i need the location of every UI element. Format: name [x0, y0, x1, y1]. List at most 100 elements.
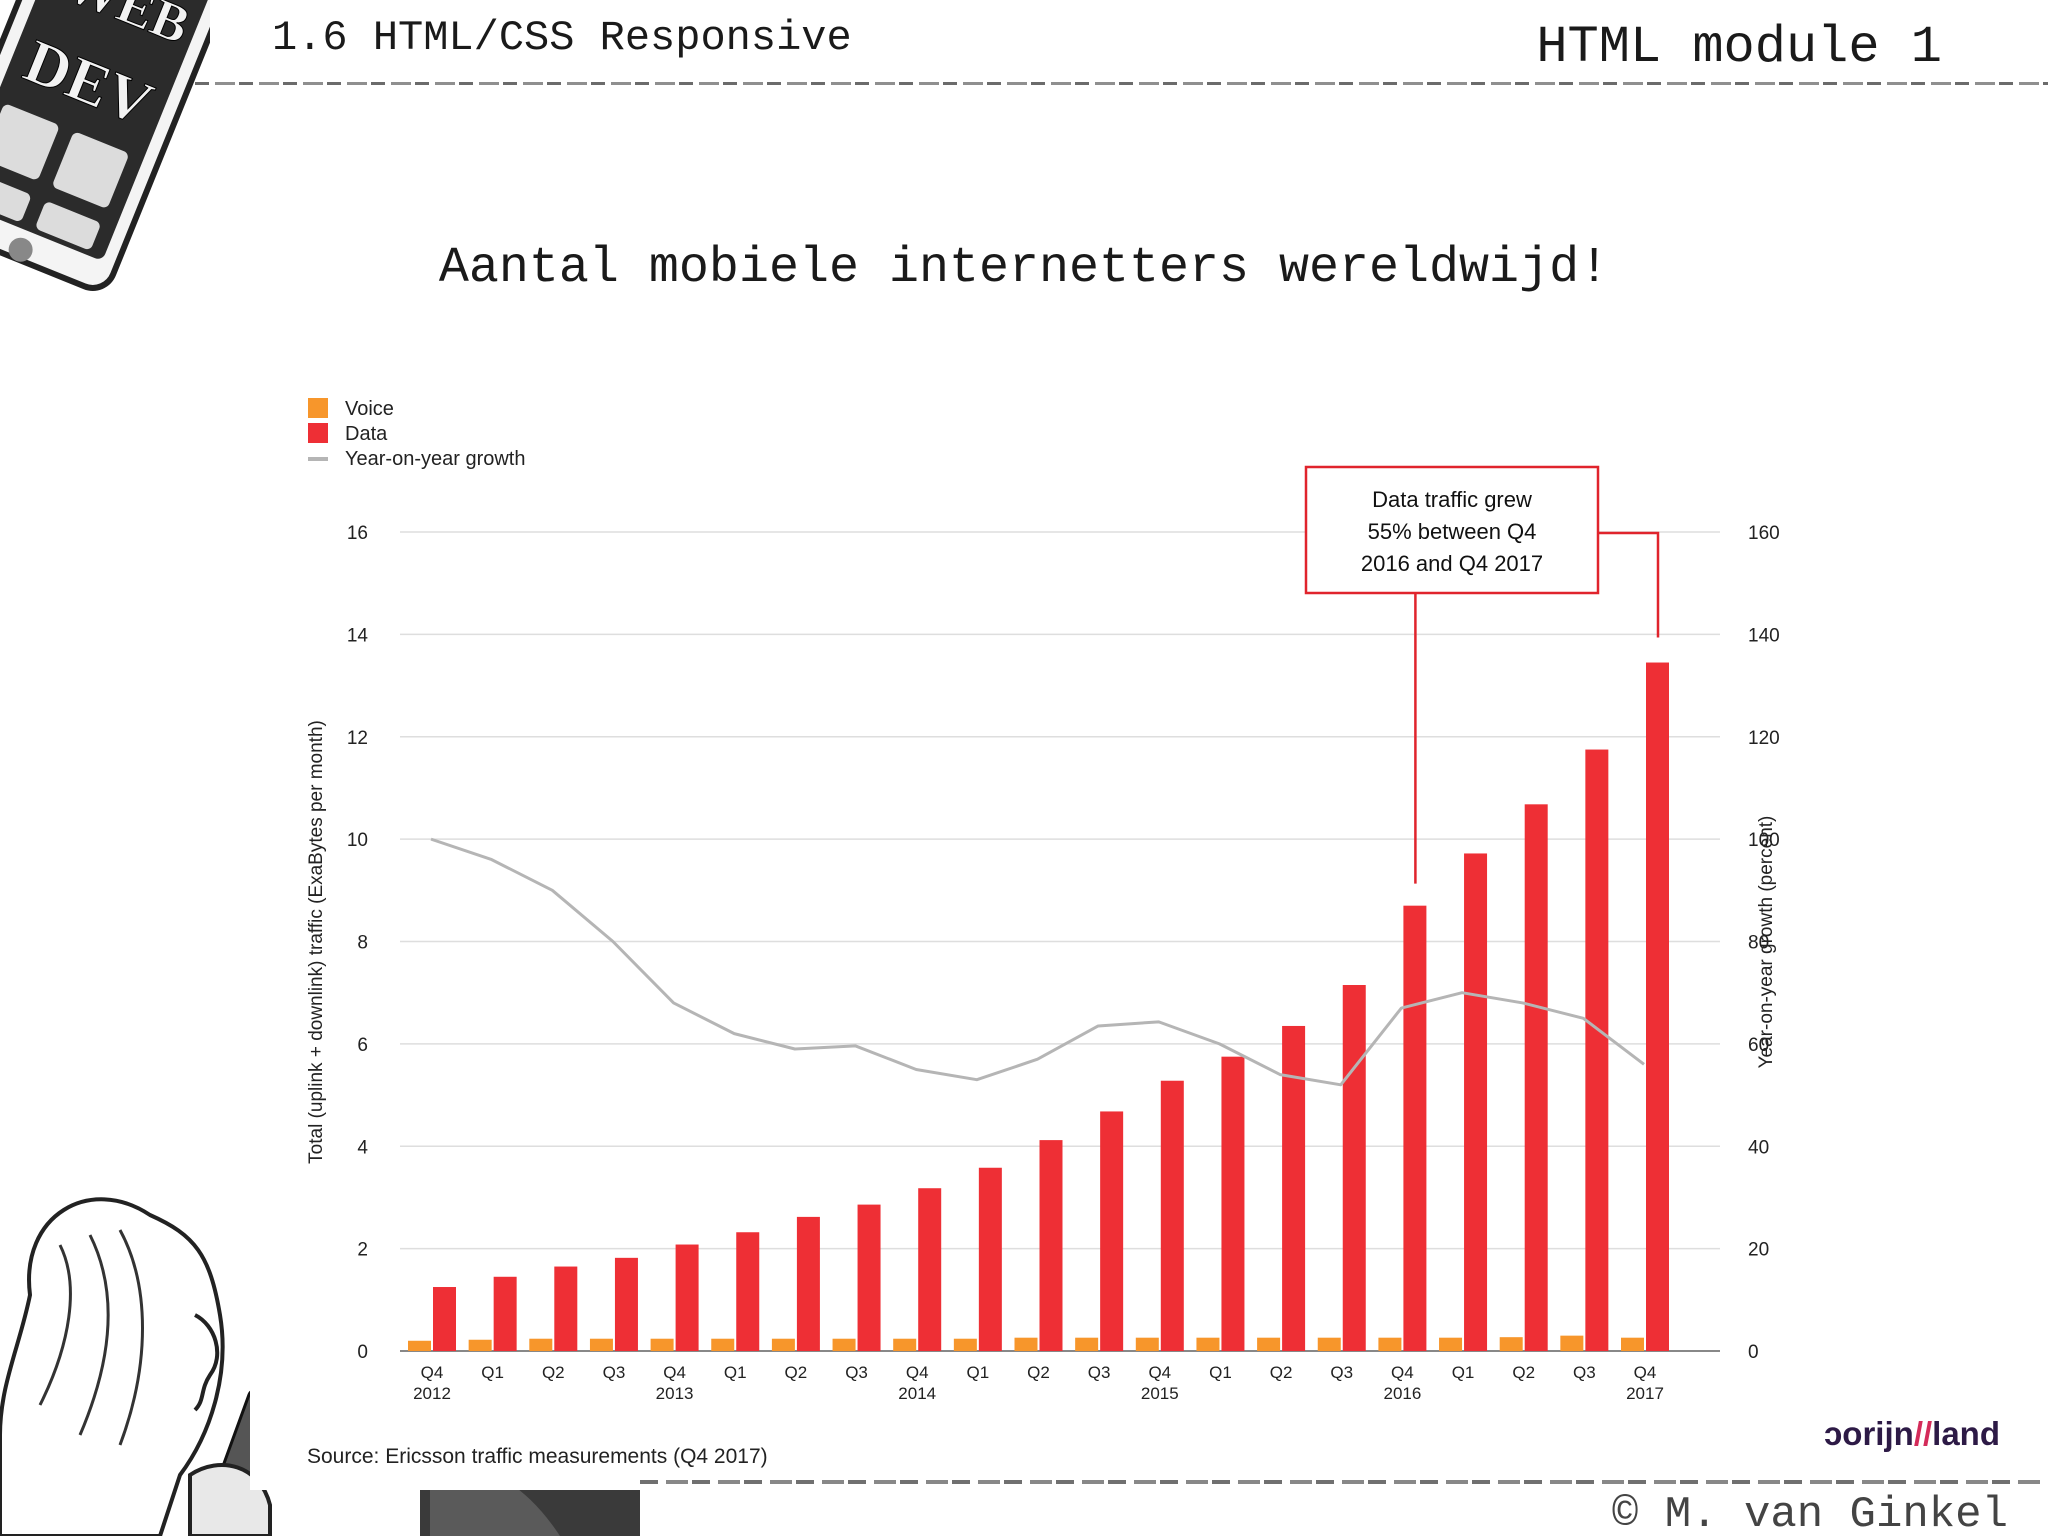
y-tick-label: 16 — [347, 523, 368, 544]
data-bar — [1100, 1111, 1123, 1351]
callout-leader-2017 — [1598, 533, 1658, 638]
data-bar — [1161, 1081, 1184, 1351]
legend-data-swatch — [308, 423, 328, 443]
legend-voice-label: Voice — [345, 398, 394, 420]
voice-bar — [408, 1341, 431, 1351]
y-tick-label: 2 — [357, 1240, 368, 1261]
x-tick-label: Q2 — [785, 1363, 808, 1382]
copyright-text: © M. van Ginkel — [1612, 1490, 2008, 1540]
data-bar — [797, 1217, 820, 1351]
voice-bar — [893, 1339, 916, 1351]
voice-bar — [1500, 1337, 1523, 1351]
callout-text-line: Data traffic grew — [1372, 487, 1532, 512]
voice-bar — [1015, 1338, 1038, 1351]
x-tick-label: Q4 — [906, 1363, 929, 1382]
voice-bar — [590, 1339, 613, 1351]
voice-bar — [1560, 1336, 1583, 1351]
data-bar — [554, 1267, 577, 1351]
y-tick-label: 8 — [357, 933, 368, 954]
course-header: 1.6 HTML/CSS Responsive — [272, 14, 852, 62]
y-tick-label: 14 — [347, 625, 369, 646]
header-divider — [195, 82, 2048, 85]
chart-source: Source: Ericsson traffic measurements (Q… — [307, 1445, 768, 1469]
chart-growth-line — [431, 839, 1644, 1085]
data-bar — [1221, 1057, 1244, 1351]
x-tick-year: 2013 — [656, 1384, 694, 1403]
y2-tick-label: 160 — [1748, 523, 1780, 544]
data-bar — [736, 1232, 759, 1351]
x-tick-label: Q4 — [1391, 1363, 1414, 1382]
voice-bar — [1439, 1338, 1462, 1351]
legend-voice-swatch — [308, 398, 328, 418]
voice-bar — [1075, 1338, 1098, 1351]
data-bar — [1646, 663, 1669, 1351]
logo-slashes: // — [1914, 1415, 1932, 1452]
voice-bar — [1318, 1338, 1341, 1351]
x-tick-label: Q2 — [542, 1363, 565, 1382]
y2-tick-label: 20 — [1748, 1240, 1769, 1261]
traffic-chart: 0246810121416020406080100120140160Total … — [250, 375, 1830, 1490]
x-tick-label: Q2 — [1027, 1363, 1050, 1382]
x-tick-label: Q1 — [1209, 1363, 1232, 1382]
voice-bar — [833, 1339, 856, 1351]
x-tick-label: Q1 — [967, 1363, 990, 1382]
x-tick-label: Q3 — [1088, 1363, 1111, 1382]
legend-data-label: Data — [345, 423, 388, 445]
y-tick-label: 6 — [357, 1035, 368, 1056]
x-tick-label: Q2 — [1512, 1363, 1535, 1382]
data-bar — [858, 1205, 881, 1351]
y2-axis-title: Year-on-year growth (percent) — [1756, 816, 1777, 1069]
voice-bar — [954, 1339, 977, 1351]
chart-bars — [408, 663, 1669, 1351]
voice-bar — [1257, 1338, 1280, 1351]
x-tick-label: Q3 — [1573, 1363, 1596, 1382]
voice-bar — [651, 1339, 674, 1351]
x-tick-label: Q3 — [845, 1363, 868, 1382]
y2-tick-label: 140 — [1748, 625, 1780, 646]
data-bar — [1343, 985, 1366, 1351]
module-header: HTML module 1 — [1536, 18, 1942, 77]
data-bar — [1525, 804, 1548, 1351]
y-tick-label: 0 — [357, 1342, 368, 1363]
data-bar — [979, 1168, 1002, 1351]
growth-line — [431, 839, 1644, 1085]
data-bar — [615, 1258, 638, 1351]
data-bar — [1403, 906, 1426, 1351]
x-tick-label: Q1 — [724, 1363, 747, 1382]
x-tick-year: 2012 — [413, 1384, 451, 1403]
x-tick-label: Q4 — [1634, 1363, 1657, 1382]
data-bar — [1585, 750, 1608, 1351]
x-tick-label: Q2 — [1270, 1363, 1293, 1382]
voice-bar — [711, 1339, 734, 1351]
x-tick-label: Q1 — [1452, 1363, 1475, 1382]
data-bar — [1040, 1140, 1063, 1351]
x-tick-year: 2016 — [1383, 1384, 1421, 1403]
x-tick-label: Q4 — [421, 1363, 444, 1382]
x-tick-year: 2014 — [898, 1384, 936, 1403]
y-tick-label: 12 — [347, 728, 368, 749]
x-tick-label: Q3 — [1330, 1363, 1353, 1382]
data-bar — [918, 1188, 941, 1351]
x-tick-label: Q1 — [481, 1363, 504, 1382]
footer-divider — [640, 1480, 2040, 1484]
data-bar — [433, 1287, 456, 1351]
y2-tick-label: 40 — [1748, 1137, 1769, 1158]
voice-bar — [469, 1340, 492, 1351]
data-bar — [494, 1277, 517, 1351]
y2-tick-label: 0 — [1748, 1342, 1759, 1363]
y-axis-title: Total (uplink + downlink) traffic (ExaBy… — [306, 720, 327, 1164]
x-tick-label: Q4 — [663, 1363, 686, 1382]
y2-tick-label: 120 — [1748, 728, 1780, 749]
x-tick-year: 2017 — [1626, 1384, 1664, 1403]
logo-right-text: land — [1932, 1415, 2000, 1452]
slide-title: Aantal mobiele internetters wereldwijd! — [0, 240, 2048, 297]
rijnland-logo: ɔorijn//land — [1824, 1415, 2000, 1453]
y-tick-label: 10 — [347, 830, 368, 851]
x-tick-year: 2015 — [1141, 1384, 1179, 1403]
voice-bar — [1136, 1338, 1159, 1351]
voice-bar — [1621, 1338, 1644, 1351]
voice-bar — [1378, 1338, 1401, 1351]
y-tick-label: 4 — [357, 1137, 368, 1158]
